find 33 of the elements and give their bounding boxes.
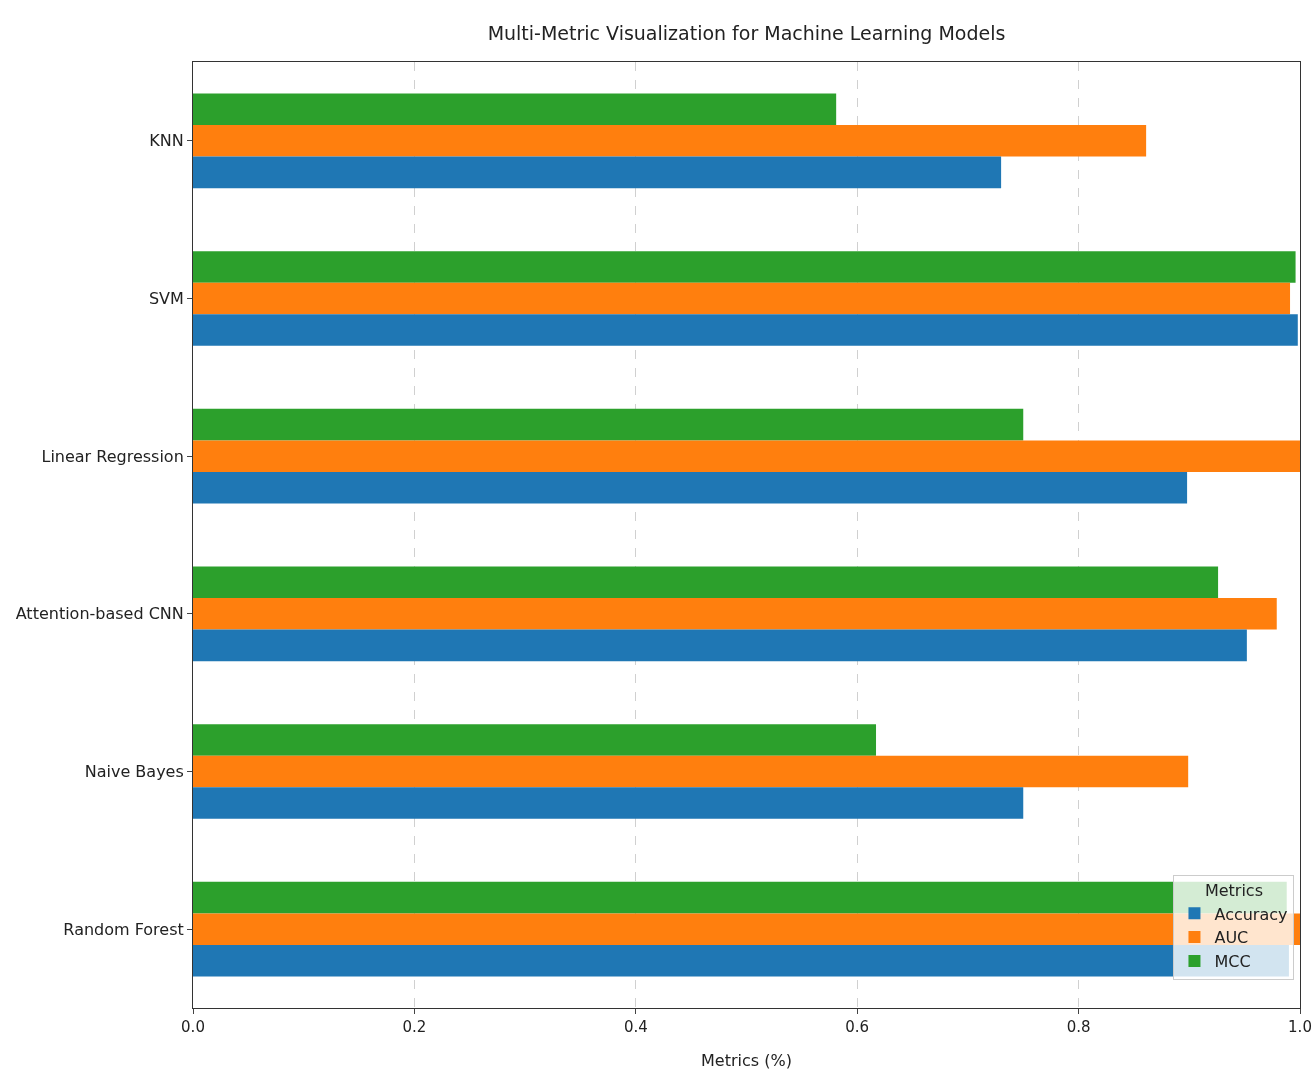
y-tick-label: KNN: [149, 131, 184, 151]
bar: [193, 251, 1296, 283]
y-tick-label: SVM: [148, 289, 184, 309]
legend-label: Accuracy: [1214, 904, 1288, 924]
x-tick-label: 0.2: [402, 1018, 427, 1036]
y-tick-label: Linear Regression: [41, 446, 184, 466]
bar: [193, 755, 1189, 788]
x-axis-title: Metrics (%): [701, 1051, 792, 1070]
bar: [193, 282, 1291, 315]
y-tick-label: Naive Bayes: [84, 762, 184, 782]
bar: [193, 93, 837, 126]
bar: [193, 787, 1024, 819]
bar: [193, 471, 1188, 504]
legend-label: AUC: [1214, 928, 1249, 948]
y-tick-label: Random Forest: [63, 919, 184, 939]
bar: [193, 314, 1298, 346]
x-tick-label: 0.8: [1066, 1018, 1091, 1036]
x-tick-label: 0.0: [181, 1018, 205, 1036]
legend-title: Metrics: [1204, 881, 1263, 901]
chart-title: Multi-Metric Visualization for Machine Learning Models: [487, 22, 1006, 45]
legend-label: MCC: [1214, 952, 1251, 972]
bar: [193, 408, 1024, 441]
bar: [193, 125, 1147, 157]
bar: [193, 566, 1219, 599]
bar: [193, 156, 1002, 189]
bar: [193, 440, 1300, 472]
bar: [193, 598, 1277, 630]
bar: [193, 629, 1247, 662]
y-tick-label: Attention-based CNN: [15, 604, 184, 624]
x-tick-label: 0.4: [623, 1018, 648, 1036]
bar: [193, 724, 877, 756]
x-tick-label: 0.6: [845, 1018, 870, 1036]
x-tick-label: 1.0: [1288, 1018, 1312, 1036]
